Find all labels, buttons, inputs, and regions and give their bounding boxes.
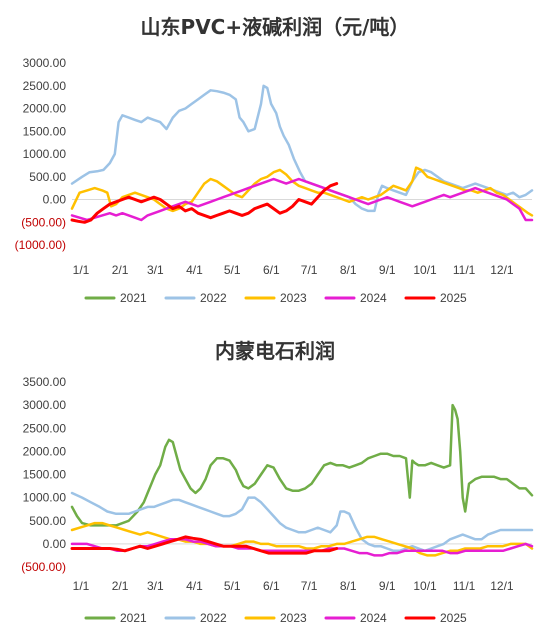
x-tick-label: 8/1: [340, 579, 357, 593]
x-tick-label: 1/1: [73, 579, 90, 593]
legend-label: 2023: [280, 611, 307, 625]
y-tick-label: 3000.00: [23, 398, 67, 412]
x-tick-label: 5/1: [224, 579, 241, 593]
x-tick-label: 9/1: [379, 263, 396, 277]
y-tick-label: 1000.00: [23, 147, 67, 161]
x-tick-label: 7/1: [301, 579, 318, 593]
series-line-2024: [70, 177, 534, 222]
x-tick-label: 4/1: [186, 263, 203, 277]
legend-item-2025: 2025: [404, 291, 467, 305]
y-tick-label: 1000.00: [23, 491, 67, 505]
y-tick-label: (1000.00): [15, 238, 66, 252]
legend-label: 2022: [200, 291, 227, 305]
x-tick-label: 6/1: [263, 579, 280, 593]
y-tick-label: 1500.00: [23, 468, 67, 482]
x-tick-label: 1/1: [73, 263, 90, 277]
series-line-2023: [70, 521, 534, 557]
y-tick-label: 0.00: [43, 537, 67, 551]
y-tick-label: 500.00: [29, 514, 66, 528]
x-tick-label: 12/1: [490, 579, 514, 593]
legend-item-2021: 2021: [84, 611, 147, 625]
y-tick-label: (500.00): [21, 215, 66, 229]
legend-item-2023: 2023: [244, 611, 307, 625]
series-line-2024: [70, 538, 534, 557]
chart-title: 内蒙电石利润: [215, 339, 335, 363]
x-tick-label: 8/1: [340, 263, 357, 277]
x-tick-label: 7/1: [301, 263, 318, 277]
x-tick-label: 10/1: [413, 263, 437, 277]
legend-label: 2023: [280, 291, 307, 305]
chart-1: 山东PVC+液碱利润（元/吨） 3000.00 2500.00 2000.00 1500…: [15, 15, 534, 305]
x-tick-label: 2/1: [112, 579, 129, 593]
legend-item-2023: 2023: [244, 291, 307, 305]
x-tick-label: 3/1: [147, 263, 164, 277]
y-tick-label: 3000.00: [23, 56, 67, 70]
y-tick-label: 2000.00: [23, 444, 67, 458]
legend-label: 2022: [200, 611, 227, 625]
x-tick-label: 6/1: [263, 263, 280, 277]
y-tick-label: 3500.00: [23, 375, 67, 389]
legend-label: 2025: [440, 291, 467, 305]
legend-item-2025: 2025: [404, 611, 467, 625]
x-tick-label: 12/1: [490, 263, 514, 277]
legend-label: 2025: [440, 611, 467, 625]
y-tick-label: 500.00: [29, 170, 66, 184]
y-tick-label: 0.00: [43, 193, 67, 207]
y-tick-label: 2000.00: [23, 102, 67, 116]
x-tick-label: 10/1: [413, 579, 437, 593]
series-line-2022: [70, 491, 534, 553]
legend-label: 2024: [360, 611, 387, 625]
x-tick-label: 9/1: [379, 579, 396, 593]
legend-item-2022: 2022: [164, 611, 227, 625]
series-line-2022: [70, 84, 534, 213]
x-tick-label: 5/1: [224, 263, 241, 277]
y-tick-label: 2500.00: [23, 79, 67, 93]
legend-label: 2021: [120, 611, 147, 625]
x-tick-label: 11/1: [453, 579, 476, 593]
legend-item-2021: 2021: [84, 291, 147, 305]
chart-2: 内蒙电石利润 3500.00 3000.00 2500.00 2000.00 1500.0…: [21, 339, 534, 625]
y-tick-label: 1500.00: [23, 124, 67, 138]
legend-item-2022: 2022: [164, 291, 227, 305]
legend-item-2024: 2024: [324, 611, 387, 625]
x-tick-label: 4/1: [186, 579, 203, 593]
y-tick-label: 2500.00: [23, 421, 67, 435]
x-tick-label: 3/1: [147, 579, 164, 593]
series-line-2021: [70, 403, 534, 527]
legend-label: 2021: [120, 291, 147, 305]
legend-item-2024: 2024: [324, 291, 387, 305]
series-line-2025: [70, 182, 339, 224]
x-tick-label: 2/1: [112, 263, 129, 277]
series-line-2025: [70, 535, 339, 555]
chart-title: 山东PVC+液碱利润（元/吨）: [141, 15, 410, 39]
legend-label: 2024: [360, 291, 387, 305]
x-tick-label: 11/1: [453, 263, 476, 277]
y-tick-label: (500.00): [21, 560, 66, 574]
